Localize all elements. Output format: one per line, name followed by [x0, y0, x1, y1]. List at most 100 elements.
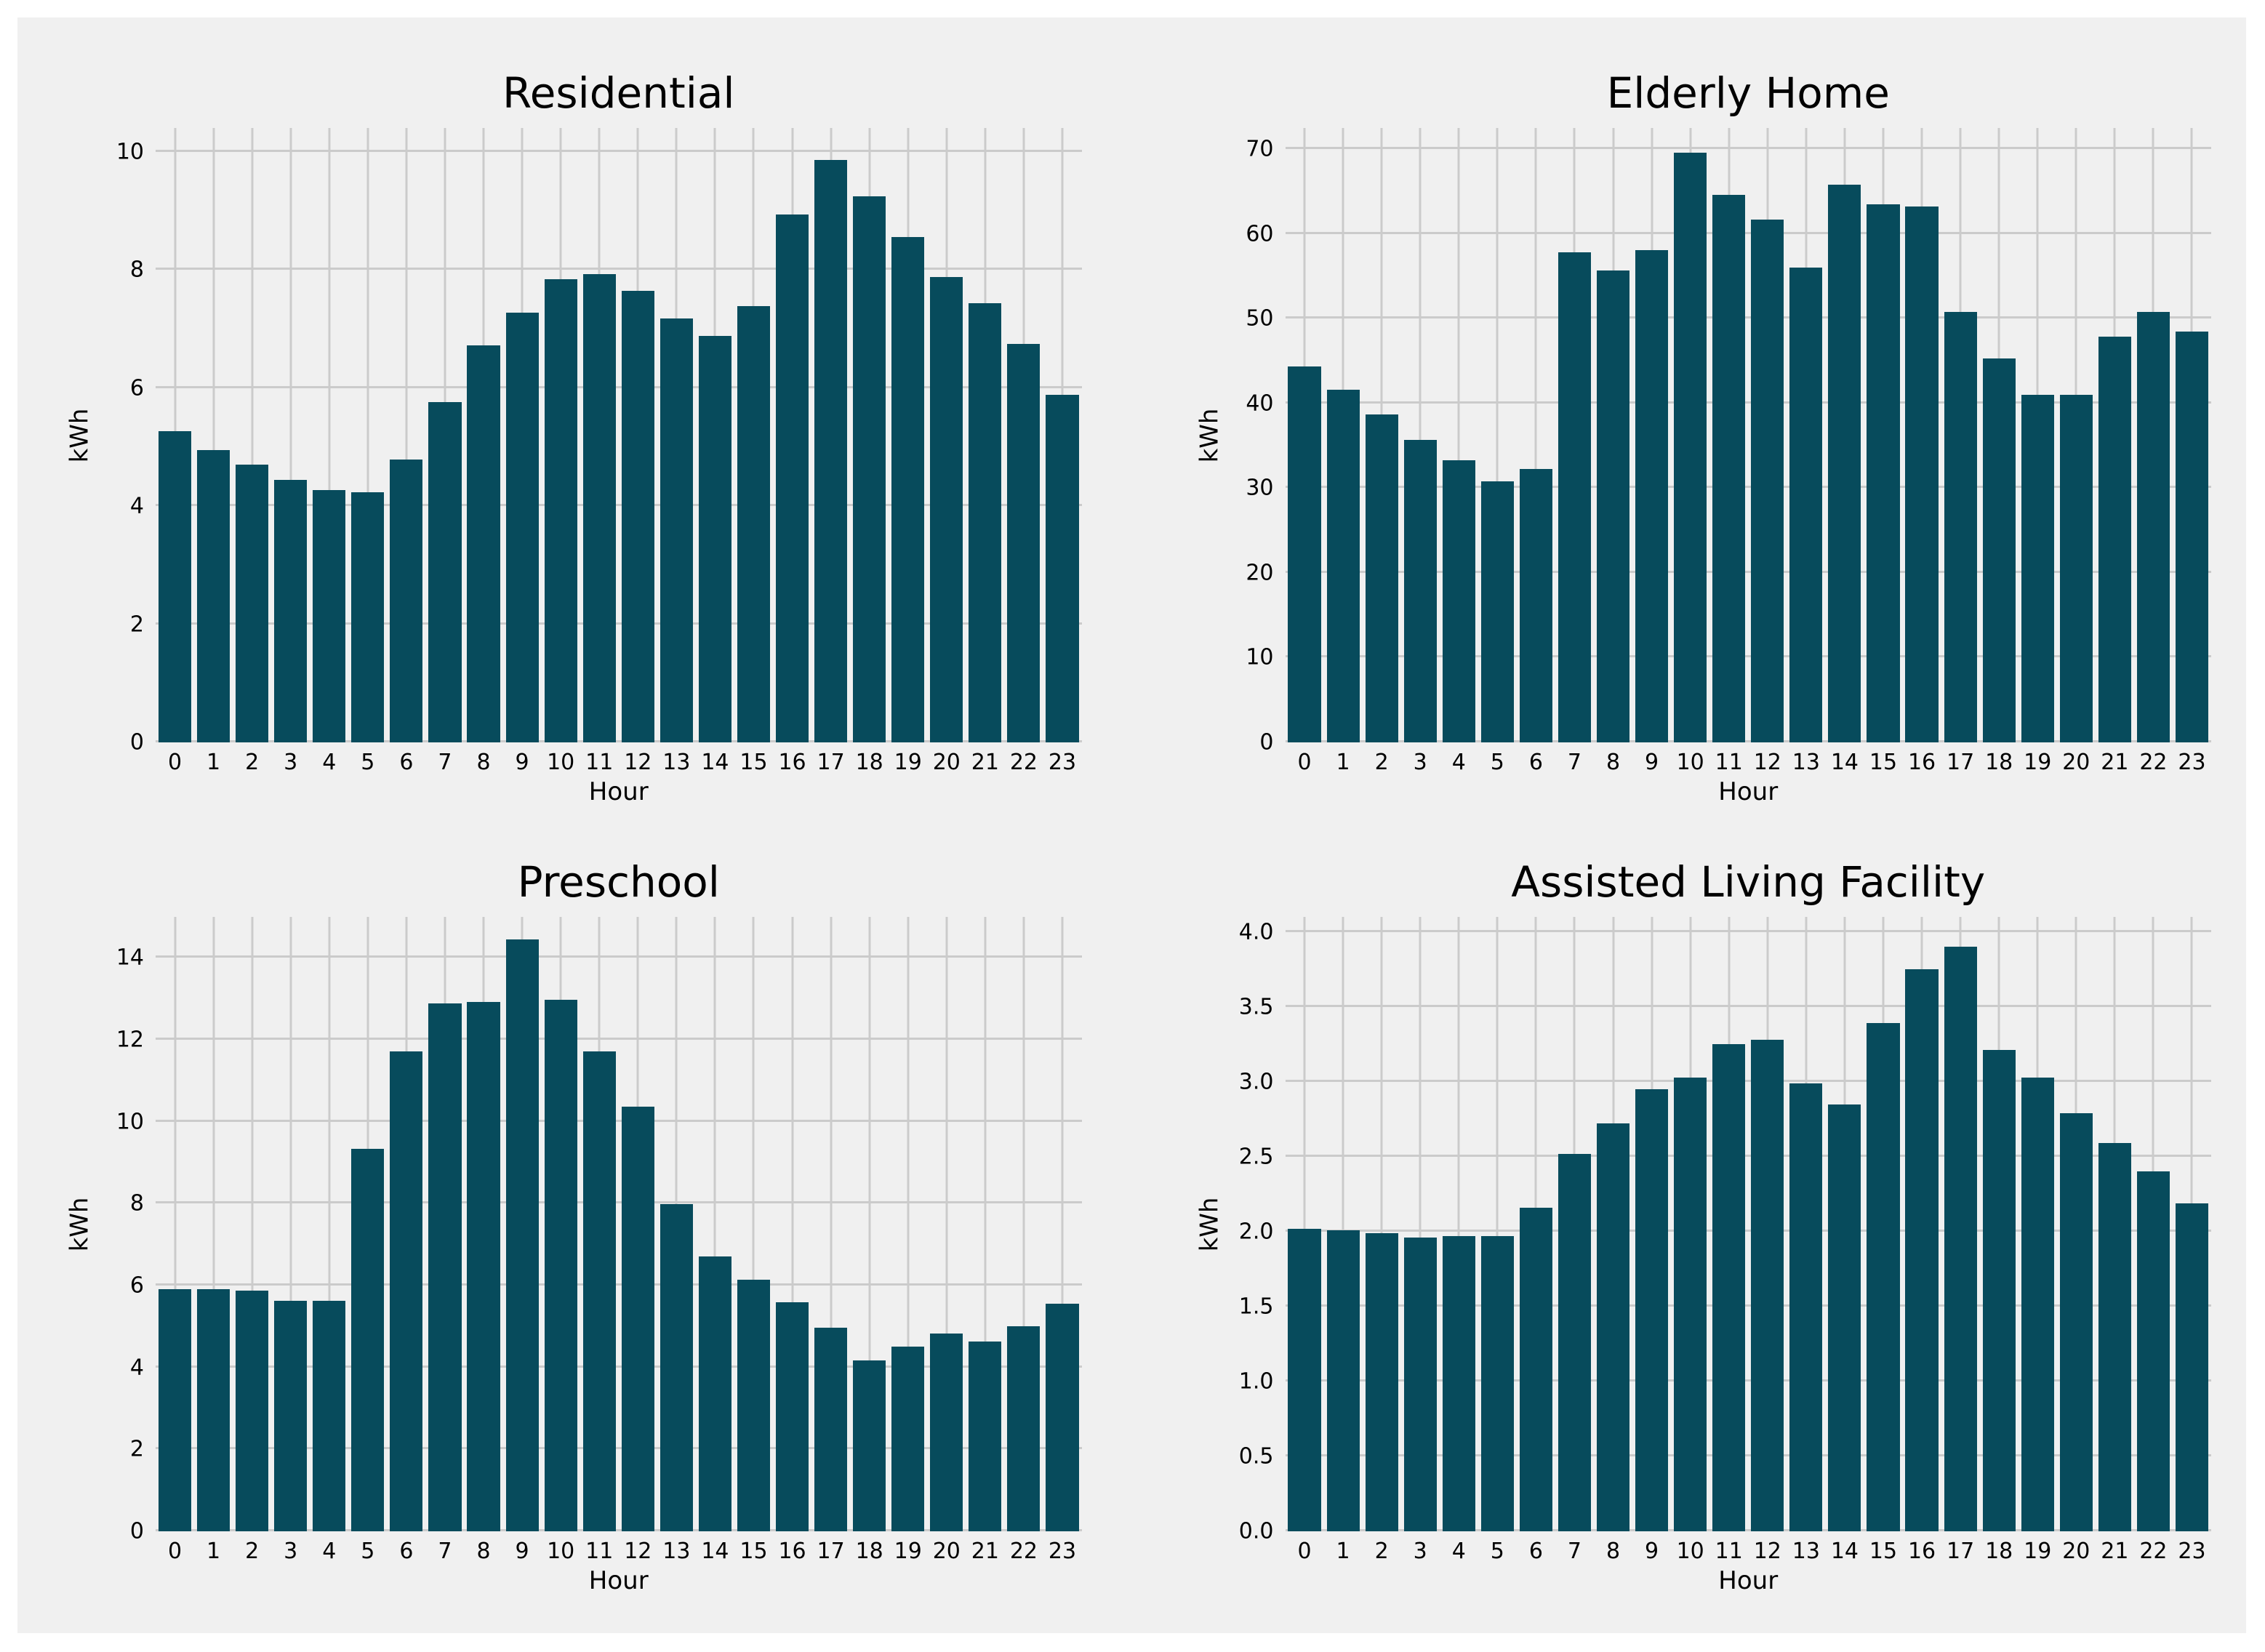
bar [814, 159, 848, 742]
bar-slot [734, 917, 773, 1531]
x-tick: 19 [894, 1539, 922, 1564]
bar [621, 291, 654, 742]
bar-slot [425, 128, 464, 742]
bar-slot [811, 128, 850, 742]
bar [775, 1302, 809, 1531]
y-axis: kWh 0 2 4 6 8 10 [47, 128, 156, 755]
x-tick: 3 [284, 750, 298, 775]
bar [236, 465, 269, 742]
x-tick: 21 [2101, 1539, 2129, 1564]
gridline-horizontal [1285, 1079, 2211, 1082]
x-tick: 8 [476, 750, 491, 775]
bar [1674, 1077, 1707, 1531]
bar-slot [1903, 917, 1941, 1531]
bar-slot [1748, 917, 1787, 1531]
bar [853, 1360, 886, 1531]
bar [698, 336, 731, 742]
x-tick: 0 [1297, 750, 1312, 775]
bar [1403, 439, 1437, 742]
gridline-vertical [366, 128, 369, 742]
x-tick: 11 [1715, 1539, 1743, 1564]
bar [236, 1291, 269, 1531]
bar-slot [1324, 917, 1363, 1531]
bar [158, 430, 192, 742]
bar-slot [1517, 128, 1555, 742]
y-tick: 2.0 [1238, 1219, 1274, 1245]
x-tick: 11 [1715, 750, 1743, 775]
bar-slot [773, 128, 811, 742]
bar-slot [966, 917, 1004, 1531]
x-tick: 15 [739, 1539, 768, 1564]
bar-slot [1440, 917, 1478, 1531]
y-tick: 3.0 [1238, 1069, 1274, 1095]
bar-slot [2134, 128, 2173, 742]
bar [930, 1334, 963, 1531]
bar-slot [1980, 917, 2019, 1531]
gridline-vertical [1419, 917, 1422, 1531]
bar [467, 345, 500, 742]
y-tick: 70 [1246, 136, 1274, 162]
bar [1944, 311, 1977, 742]
bar [544, 279, 577, 742]
x-tick: 7 [438, 750, 452, 775]
bar [1905, 969, 1939, 1531]
bar [1867, 1023, 1900, 1531]
x-tick-labels: 0 1 2 3 4 5 6 7 8 9 10 11 12 13 14 15 16 17 18 19 20 21 22 23 [156, 1531, 1082, 1565]
bar [930, 276, 963, 742]
x-tick: 17 [817, 1539, 845, 1564]
bar [969, 1341, 1002, 1531]
bar [2021, 1077, 2054, 1531]
x-tick: 10 [547, 1539, 575, 1564]
bar-slot [2173, 917, 2211, 1531]
y-tick: 0.0 [1238, 1518, 1274, 1544]
gridline-vertical [945, 917, 948, 1531]
bar [1674, 152, 1707, 742]
bar [1982, 1050, 2016, 1531]
x-tick: 11 [585, 1539, 614, 1564]
bar [1442, 1236, 1475, 1531]
bar-slot [1286, 917, 1324, 1531]
bar [197, 1288, 230, 1531]
x-tick: 5 [1490, 1539, 1504, 1564]
x-tick: 21 [2101, 750, 2129, 775]
gridline-vertical [984, 917, 987, 1531]
bar-slot [2096, 128, 2134, 742]
bar [1519, 468, 1552, 742]
bar [2136, 1171, 2170, 1531]
bar-slot [1787, 128, 1825, 742]
bar [2059, 1113, 2093, 1531]
x-tick: 21 [971, 1539, 999, 1564]
gridline-horizontal [1285, 1304, 2211, 1307]
chart-title: Assisted Living Facility [1511, 857, 1986, 907]
bar-slot [619, 128, 657, 742]
bar-slot [2096, 917, 2134, 1531]
bar-slot [1286, 128, 1324, 742]
y-tick: 1.0 [1238, 1368, 1274, 1395]
bar [2136, 311, 2170, 742]
bar-slot [889, 917, 927, 1531]
bar [2098, 336, 2131, 742]
bar-slot [773, 917, 811, 1531]
bar-slot [348, 128, 387, 742]
x-tick: 6 [1528, 1539, 1543, 1564]
bar-slot [2134, 917, 2173, 1531]
x-tick: 12 [1753, 1539, 1781, 1564]
bar-slot [1555, 128, 1594, 742]
bar [2021, 395, 2054, 742]
x-tick: 16 [778, 1539, 806, 1564]
y-tick: 3.5 [1238, 994, 1274, 1020]
bar [1519, 1207, 1552, 1531]
bar-slot [542, 917, 580, 1531]
plot-area [156, 128, 1082, 742]
bar-slot [850, 917, 889, 1531]
bar-slot [1671, 917, 1709, 1531]
bar [351, 492, 385, 742]
bar-slot [1748, 128, 1787, 742]
chart-residential: Residential kWh 0 2 4 6 8 10 0 1 2 3 4 5 6 7 8 9 10 11 12… [47, 58, 1082, 815]
y-tick: 2 [129, 1436, 144, 1462]
bar-slot [734, 128, 773, 742]
gridline-vertical [1457, 917, 1460, 1531]
bar-slot [233, 128, 271, 742]
x-tick: 19 [2024, 750, 2052, 775]
gridline-vertical [1496, 128, 1499, 742]
